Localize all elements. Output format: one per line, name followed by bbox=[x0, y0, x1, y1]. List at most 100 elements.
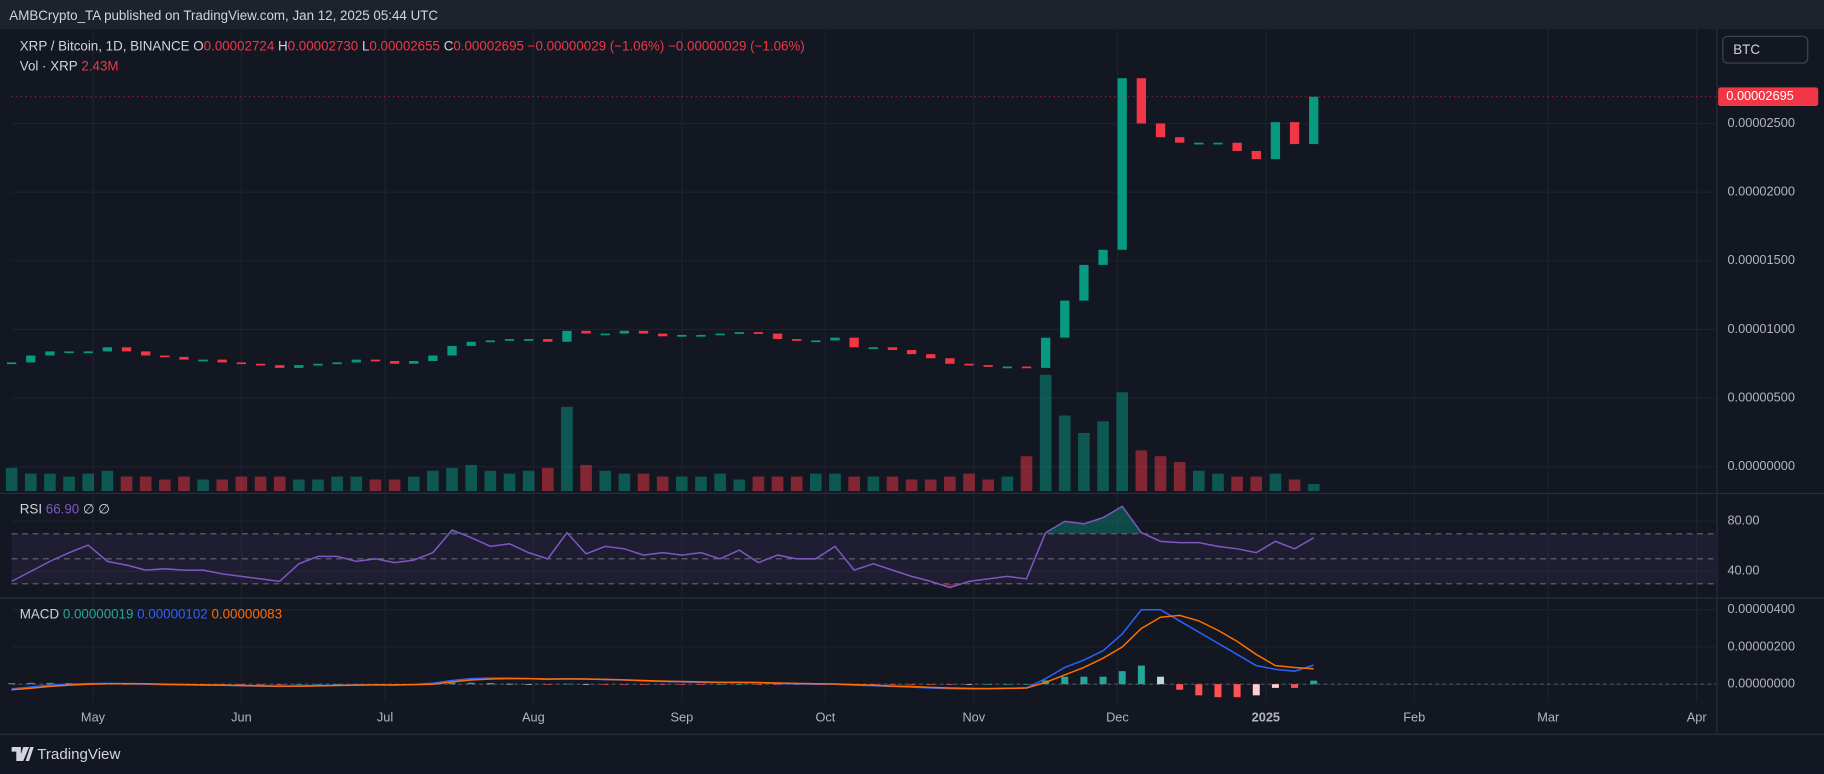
macd-title: MACD bbox=[20, 606, 60, 621]
change: −0.00000029 (−1.06%) bbox=[668, 38, 805, 53]
volume-bar bbox=[905, 479, 918, 492]
histogram-bar bbox=[1176, 684, 1184, 690]
legend-line: XRP / Bitcoin, 1D, BINANCE O0.00002724 H… bbox=[20, 38, 805, 53]
volume-bar bbox=[407, 476, 420, 492]
volume-bar bbox=[829, 473, 841, 492]
histogram-bar bbox=[1061, 676, 1069, 685]
candle bbox=[1175, 137, 1185, 143]
volume-bar bbox=[139, 476, 152, 492]
volume-bar bbox=[886, 476, 899, 492]
volume-bar bbox=[561, 406, 573, 492]
histogram-bar bbox=[8, 683, 16, 685]
x-tick-label: Jun bbox=[231, 709, 252, 724]
candle bbox=[696, 334, 706, 337]
volume-bar bbox=[312, 479, 324, 492]
volume-bar bbox=[637, 473, 650, 492]
macd-value: 0.00000083 bbox=[211, 606, 282, 621]
volume-bar bbox=[580, 464, 592, 492]
histogram-bar bbox=[1195, 684, 1203, 696]
candle bbox=[370, 359, 381, 362]
volume-bar bbox=[101, 470, 114, 492]
histogram-bar bbox=[965, 684, 973, 685]
published-note: AMBCrypto_TA published on TradingView.co… bbox=[9, 8, 438, 23]
ohlc-key: C bbox=[444, 38, 454, 53]
candle bbox=[638, 330, 649, 334]
x-tick-label: 2025 bbox=[1252, 709, 1280, 724]
candle bbox=[1270, 122, 1281, 160]
candle bbox=[102, 347, 113, 352]
x-tick-label: Nov bbox=[962, 709, 985, 724]
histogram-bar bbox=[544, 684, 552, 685]
footer[interactable]: TradingView bbox=[11, 746, 121, 763]
histogram-bar bbox=[946, 684, 954, 685]
candle bbox=[543, 339, 553, 342]
volume-bar bbox=[963, 473, 975, 492]
volume-bar bbox=[695, 476, 707, 492]
rsi-value: 66.90 bbox=[46, 501, 79, 516]
candle bbox=[1098, 249, 1108, 265]
histogram-bar bbox=[448, 682, 456, 685]
candle bbox=[945, 358, 955, 364]
x-tick-label: Jul bbox=[377, 709, 393, 724]
candle bbox=[198, 359, 208, 362]
volume-bar bbox=[350, 476, 363, 492]
volume-bar bbox=[465, 464, 478, 492]
volume-bar bbox=[63, 476, 75, 492]
histogram-bar bbox=[333, 683, 341, 685]
volume-bar bbox=[1020, 456, 1033, 492]
y-tick-label: 0.00000200 bbox=[1727, 638, 1795, 653]
volume-bar bbox=[752, 476, 765, 492]
y-tick-label: 40.00 bbox=[1727, 563, 1759, 578]
brand-logo[interactable] bbox=[11, 747, 34, 761]
histogram-bar bbox=[46, 682, 54, 685]
candle bbox=[677, 334, 687, 337]
candle bbox=[141, 351, 151, 356]
volume-bar bbox=[235, 476, 248, 492]
volume-bar bbox=[159, 479, 171, 492]
candle bbox=[715, 333, 725, 336]
candle bbox=[83, 351, 93, 354]
candle bbox=[658, 333, 668, 337]
candle bbox=[275, 365, 285, 368]
volume-bar bbox=[522, 470, 535, 492]
macd-value: 0.00000102 bbox=[137, 606, 208, 621]
rsi-legend: RSI 66.90 ∅ ∅ bbox=[20, 501, 110, 516]
volume-bar bbox=[5, 467, 18, 492]
y-tick-label: 0.00001000 bbox=[1727, 321, 1795, 336]
volume-bar bbox=[982, 479, 995, 492]
volume-bar bbox=[216, 479, 229, 492]
volume-bar bbox=[427, 470, 439, 492]
macd-value: 0.00000019 bbox=[63, 606, 134, 621]
histogram-bar bbox=[1271, 684, 1279, 688]
candle bbox=[619, 330, 630, 334]
ohlc-key: L bbox=[362, 38, 369, 53]
candle bbox=[466, 341, 476, 346]
volume-bar bbox=[369, 479, 382, 492]
histogram-bar bbox=[888, 684, 896, 685]
overbought-fill bbox=[448, 506, 1145, 534]
candle bbox=[811, 340, 821, 343]
candle bbox=[983, 365, 993, 367]
candle bbox=[1117, 78, 1127, 250]
currency-button[interactable]: BTC bbox=[1722, 35, 1809, 64]
histogram-bar bbox=[1080, 676, 1088, 685]
candle bbox=[792, 339, 802, 341]
ohlc-key: H bbox=[278, 38, 288, 53]
button-frame[interactable] bbox=[1722, 35, 1809, 64]
button-label[interactable]: BTC bbox=[1733, 42, 1760, 57]
volume-bar bbox=[120, 476, 133, 492]
volume-bar bbox=[1154, 456, 1167, 492]
histogram-bar bbox=[525, 684, 533, 685]
volume-bar bbox=[1001, 476, 1014, 492]
volume-bar bbox=[848, 476, 860, 492]
volume-bar bbox=[1212, 473, 1224, 492]
candle bbox=[332, 362, 342, 365]
candle bbox=[906, 350, 917, 355]
brand-name[interactable]: TradingView bbox=[37, 746, 120, 763]
y-tick-label: 80.00 bbox=[1727, 513, 1759, 528]
rsi-value: ∅ bbox=[83, 501, 95, 516]
x-tick-label: May bbox=[81, 709, 106, 724]
histogram-bar bbox=[237, 684, 245, 685]
candle bbox=[1060, 300, 1070, 338]
